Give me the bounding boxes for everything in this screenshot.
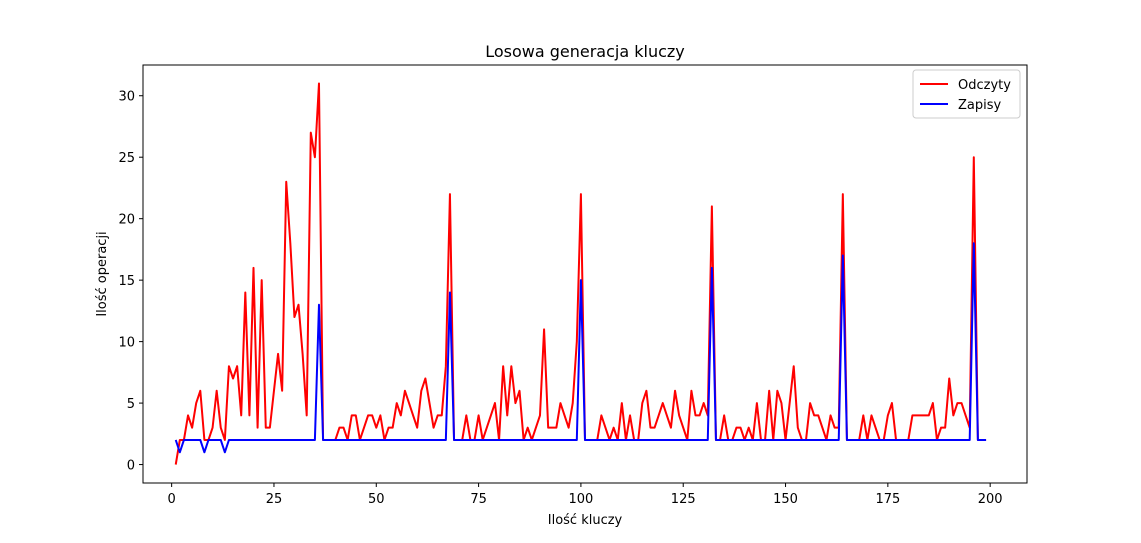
x-tick-label: 175 bbox=[875, 492, 900, 507]
y-axis-label: Ilość operacji bbox=[95, 231, 110, 316]
y-tick-label: 5 bbox=[127, 397, 135, 412]
x-tick-label: 200 bbox=[978, 492, 1003, 507]
series-line-zapisy bbox=[174, 242, 987, 454]
x-tick-label: 100 bbox=[568, 492, 593, 507]
series-layer bbox=[174, 82, 987, 465]
x-tick-label: 125 bbox=[671, 492, 696, 507]
x-tick-label: 25 bbox=[266, 492, 283, 507]
legend-box bbox=[912, 69, 1021, 119]
y-tick-label: 10 bbox=[118, 336, 135, 351]
x-tick-label: 150 bbox=[773, 492, 798, 507]
x-axis-label: Ilość kluczy bbox=[548, 513, 623, 528]
y-tick-label: 25 bbox=[118, 151, 135, 166]
y-tick-label: 20 bbox=[118, 213, 135, 228]
y-tick-label: 15 bbox=[118, 274, 135, 289]
x-axis: 0 25 50 75 100 125 150 175 200 bbox=[168, 483, 1003, 507]
plot-frame bbox=[142, 64, 1028, 484]
y-tick-label: 30 bbox=[118, 90, 135, 105]
x-tick-label: 75 bbox=[470, 492, 487, 507]
y-axis: 0 5 10 15 20 25 30 bbox=[118, 90, 143, 474]
legend-label-odczyty: Odczyty bbox=[958, 78, 1011, 93]
y-tick-label: 0 bbox=[127, 459, 135, 474]
legend: Odczyty Zapisy bbox=[912, 69, 1021, 119]
chart-title: Losowa generacja kluczy bbox=[485, 42, 685, 61]
x-tick-label: 50 bbox=[368, 492, 385, 507]
x-tick-label: 0 bbox=[168, 492, 176, 507]
legend-label-zapisy: Zapisy bbox=[958, 98, 1002, 113]
